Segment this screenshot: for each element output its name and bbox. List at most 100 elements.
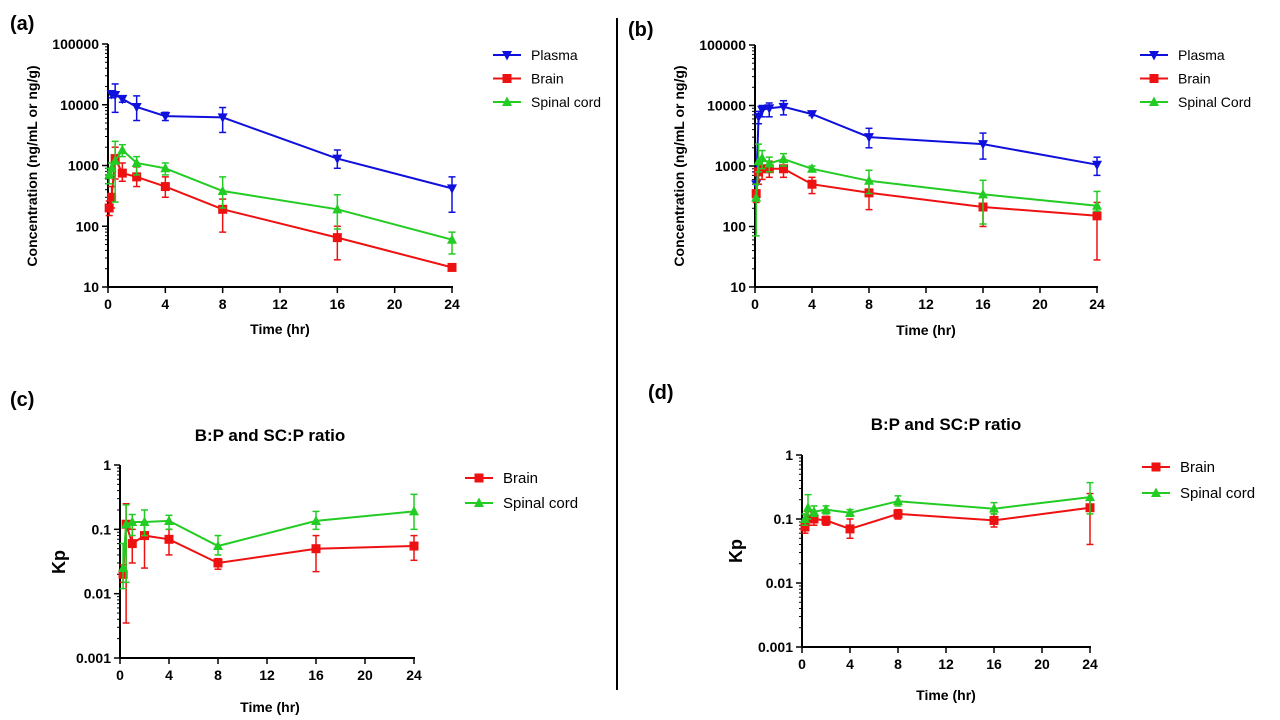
legend-label: Spinal cord — [1180, 485, 1255, 502]
data-point — [778, 153, 789, 164]
x-tick-label: 8 — [894, 656, 902, 672]
y-tick-label: 100 — [723, 219, 747, 235]
legend-marker — [1149, 96, 1159, 106]
data-point — [106, 162, 117, 173]
data-point — [139, 516, 150, 527]
y-tick-label: 10 — [730, 279, 746, 295]
y-tick-label: 0.01 — [84, 586, 111, 602]
data-point — [132, 172, 142, 182]
panel-b: (b) Concentration (ng/mL or ng/g) Time (… — [628, 19, 1251, 338]
plot-area-b: 10 100 1000 10000 100000 0 4 8 12 16 20 24 Plasma Bra… — [699, 37, 1251, 312]
x-tick-label: 8 — [219, 296, 227, 312]
legend-label: Brain — [531, 71, 564, 87]
y-tick-label: 0.1 — [774, 511, 794, 527]
legend-label: Brain — [1180, 459, 1215, 476]
y-tick-label: 10000 — [60, 97, 99, 113]
legend-label: Spinal cord — [531, 94, 601, 110]
plot-area-a: 10 100 1000 10000 100000 0 4 8 12 16 20 24 Plasma Bra… — [52, 36, 601, 312]
data-point — [807, 163, 817, 173]
x-tick-label: 0 — [104, 296, 112, 312]
data-point — [127, 539, 137, 549]
y-tick-label: 0.1 — [92, 521, 112, 537]
x-axis-title-c: Time (hr) — [240, 699, 300, 715]
series-spinal-cord — [104, 140, 457, 255]
x-tick-label: 16 — [330, 296, 346, 312]
legend-marker — [474, 473, 484, 483]
x-axis-title-a: Time (hr) — [250, 321, 310, 337]
x-tick-label: 0 — [751, 296, 759, 312]
y-tick-label: 0.001 — [76, 650, 111, 666]
x-tick-label: 16 — [975, 296, 991, 312]
data-point — [757, 105, 768, 116]
y-tick-label: 1000 — [68, 158, 99, 174]
legend-marker — [502, 74, 512, 83]
data-point — [110, 155, 121, 165]
y-axis-title-b: Concentration (ng/mL or ng/g) — [671, 65, 687, 266]
legend-label: Spinal cord — [503, 495, 578, 512]
data-point — [764, 157, 775, 168]
data-point — [800, 522, 810, 532]
data-point — [332, 203, 343, 214]
x-tick-label: 12 — [938, 656, 954, 672]
data-point — [104, 203, 114, 213]
data-point — [217, 185, 228, 196]
data-point — [311, 544, 321, 554]
data-point — [845, 507, 855, 517]
series-plasma — [751, 99, 1102, 199]
y-tick-label: 10 — [83, 279, 99, 295]
data-point — [821, 515, 831, 525]
data-point — [117, 94, 128, 105]
x-tick-label: 8 — [214, 667, 222, 683]
data-point — [107, 192, 117, 202]
x-tick-label: 12 — [259, 667, 275, 683]
data-point — [213, 540, 223, 551]
x-tick-label: 0 — [798, 656, 806, 672]
legend-marker — [1151, 462, 1161, 472]
panel-label-c: (c) — [10, 389, 34, 411]
data-point — [117, 144, 128, 154]
data-point — [164, 515, 174, 525]
x-tick-label: 24 — [406, 667, 422, 683]
y-tick-label: 0.01 — [766, 575, 793, 591]
data-point — [332, 233, 342, 243]
x-tick-label: 20 — [387, 296, 403, 312]
data-point — [779, 164, 788, 174]
data-point — [164, 534, 174, 544]
y-axis-title-d: Kp — [726, 539, 746, 563]
x-tick-label: 24 — [444, 296, 460, 312]
data-point — [409, 541, 419, 551]
x-tick-label: 16 — [308, 667, 324, 683]
data-point — [800, 513, 810, 523]
panel-label-b: (b) — [628, 19, 654, 41]
x-tick-label: 20 — [1034, 656, 1050, 672]
data-point — [809, 506, 819, 516]
legend-label: Plasma — [531, 47, 578, 63]
series-line — [108, 148, 453, 241]
x-tick-label: 4 — [161, 296, 169, 312]
series-plasma — [106, 83, 457, 214]
data-point — [803, 502, 813, 512]
data-point — [217, 113, 228, 123]
x-tick-label: 24 — [1089, 296, 1105, 312]
series-spinal-cord — [751, 143, 1102, 237]
x-tick-label: 12 — [272, 296, 288, 312]
x-tick-label: 16 — [986, 656, 1002, 672]
data-point — [778, 102, 789, 113]
legend-marker — [1149, 74, 1159, 83]
data-point — [845, 524, 855, 534]
data-point — [807, 110, 817, 120]
x-tick-label: 4 — [808, 296, 816, 312]
data-point — [131, 102, 142, 113]
data-point — [1092, 160, 1102, 171]
data-point — [127, 516, 138, 527]
legend-marker — [502, 51, 512, 61]
y-tick-label: 1 — [103, 457, 111, 473]
series-line — [122, 523, 415, 575]
x-tick-label: 8 — [865, 296, 873, 312]
data-point — [118, 562, 129, 573]
y-tick-label: 100000 — [699, 37, 746, 53]
data-point — [104, 169, 115, 179]
data-point — [893, 509, 903, 519]
data-point — [1092, 211, 1102, 221]
